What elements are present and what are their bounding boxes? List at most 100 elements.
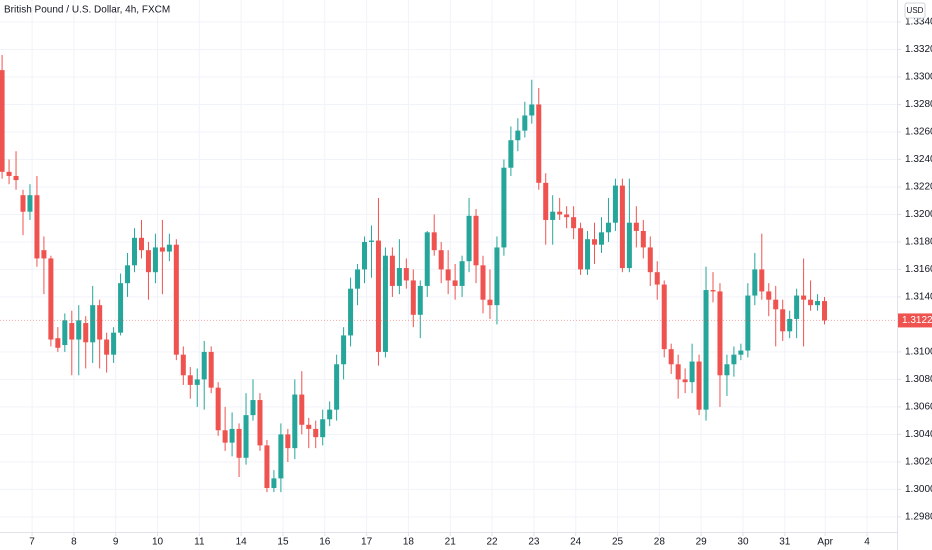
last-price-label: 1.31229 bbox=[902, 315, 932, 326]
x-tick-label: 14 bbox=[236, 537, 248, 548]
candle-body bbox=[633, 222, 639, 231]
candle-body bbox=[320, 419, 326, 438]
candle-body bbox=[20, 195, 26, 212]
x-tick-label: Apr bbox=[817, 537, 833, 548]
candle-body bbox=[480, 265, 486, 300]
candle-body bbox=[83, 323, 89, 343]
candle-body bbox=[292, 394, 298, 449]
candle-body bbox=[62, 320, 68, 346]
candle-body bbox=[0, 70, 5, 172]
x-tick-label: 25 bbox=[612, 537, 624, 548]
y-tick-label: 1.30000 bbox=[905, 484, 932, 495]
candle-body bbox=[696, 361, 702, 410]
candle-body bbox=[173, 244, 179, 355]
x-tick-label: 23 bbox=[528, 537, 540, 548]
candle-body bbox=[389, 255, 395, 286]
candle-body bbox=[515, 130, 521, 141]
y-tick-label: 1.32000 bbox=[905, 209, 932, 220]
x-tick-label: 11 bbox=[194, 537, 205, 548]
candle-body bbox=[327, 409, 333, 420]
last-price-box bbox=[898, 313, 932, 328]
chart-title: British Pound / U.S. Dollar, 4h, FXCM bbox=[4, 5, 170, 16]
candles bbox=[0, 54, 897, 493]
candle-body bbox=[452, 280, 458, 286]
x-tick-label: 4 bbox=[864, 537, 870, 548]
candle-body bbox=[299, 394, 305, 425]
candle-body bbox=[285, 434, 291, 449]
candle-body bbox=[306, 424, 312, 429]
candle-body bbox=[801, 295, 807, 300]
y-tick-label: 1.30400 bbox=[905, 429, 932, 440]
candle-body bbox=[138, 237, 144, 251]
candle-body bbox=[208, 351, 214, 388]
y-tick-label: 1.30200 bbox=[905, 457, 932, 468]
candle-body bbox=[592, 239, 598, 245]
candle-body bbox=[605, 222, 611, 233]
candle-body bbox=[466, 215, 472, 262]
candle-body bbox=[501, 167, 507, 248]
candle-body bbox=[738, 350, 744, 355]
y-tick-label: 1.31400 bbox=[905, 292, 932, 303]
y-tick-label: 1.32200 bbox=[905, 182, 932, 193]
candle-body bbox=[536, 104, 542, 183]
candle-body bbox=[313, 428, 319, 438]
axes: 1.29800 1.30000 1.30200 1.30400 1.30600 1.308… bbox=[29, 17, 932, 548]
candle-body bbox=[97, 305, 103, 340]
candle-body bbox=[236, 428, 242, 458]
currency-box[interactable] bbox=[904, 2, 926, 19]
x-tick-label: 29 bbox=[696, 537, 708, 548]
candle-body bbox=[243, 415, 249, 458]
candle-body bbox=[585, 239, 591, 270]
candle-body bbox=[132, 237, 138, 266]
x-tick-label: 31 bbox=[779, 537, 791, 548]
y-tick-label: 1.33400 bbox=[905, 17, 932, 28]
candle-body bbox=[278, 434, 284, 479]
candle-body bbox=[661, 284, 667, 350]
candle-body bbox=[104, 339, 110, 355]
candle-body bbox=[619, 185, 625, 269]
candle-body bbox=[717, 291, 723, 376]
candle-body bbox=[745, 295, 751, 351]
candle-body bbox=[159, 247, 165, 252]
candle-body bbox=[668, 349, 674, 365]
candle-body bbox=[459, 261, 465, 286]
candle-body bbox=[125, 265, 131, 284]
candle-body bbox=[557, 211, 563, 215]
candle-body bbox=[111, 332, 117, 355]
candle-body bbox=[640, 230, 646, 248]
candle-body bbox=[403, 268, 409, 281]
currency-label[interactable]: USD bbox=[907, 6, 924, 15]
candle-body bbox=[550, 211, 556, 220]
candle-body bbox=[626, 222, 632, 269]
x-tick-label: 7 bbox=[29, 537, 35, 548]
candle-body bbox=[815, 301, 821, 306]
x-tick-label: 17 bbox=[361, 537, 373, 548]
candle-body bbox=[773, 299, 779, 310]
y-tick-label: 1.32600 bbox=[905, 127, 932, 138]
candle-body bbox=[180, 354, 186, 376]
candle-body bbox=[90, 305, 96, 343]
candle-body bbox=[794, 295, 800, 319]
candle-body bbox=[598, 232, 604, 245]
candle-body bbox=[222, 430, 228, 443]
candle-body bbox=[654, 272, 660, 285]
candle-body bbox=[166, 244, 172, 252]
x-tick-label: 10 bbox=[152, 537, 164, 548]
candle-body bbox=[410, 280, 416, 315]
candle-body bbox=[780, 309, 786, 332]
x-tick-label: 9 bbox=[113, 537, 119, 548]
candle-body bbox=[348, 288, 354, 336]
candle-body bbox=[13, 175, 19, 181]
candle-body bbox=[334, 364, 340, 410]
candle-body bbox=[682, 379, 688, 383]
x-tick-label: 22 bbox=[486, 537, 498, 548]
y-tick-label: 1.33200 bbox=[905, 44, 932, 55]
y-tick-label: 1.29800 bbox=[905, 512, 932, 523]
x-tick-label: 30 bbox=[737, 537, 749, 548]
candle-body bbox=[229, 428, 235, 443]
candle-body bbox=[41, 250, 47, 259]
candle-body bbox=[368, 240, 374, 242]
candle-body bbox=[689, 361, 695, 383]
y-tick-label: 1.32800 bbox=[905, 99, 932, 110]
